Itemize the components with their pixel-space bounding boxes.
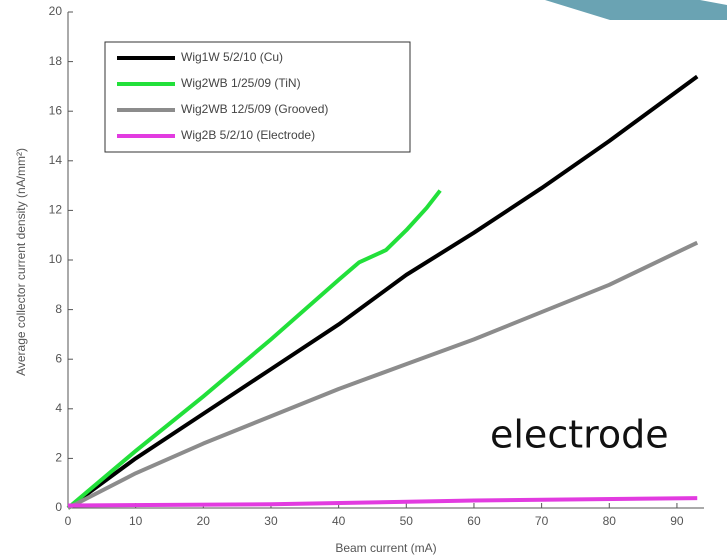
legend-label: Wig2WB 12/5/09 (Grooved)	[181, 102, 328, 116]
x-tick-label: 30	[264, 514, 278, 528]
x-tick-label: 20	[197, 514, 211, 528]
y-tick-label: 12	[49, 203, 63, 217]
y-tick-label: 4	[55, 401, 62, 415]
series-line	[68, 498, 697, 505]
y-tick-label: 10	[49, 252, 63, 266]
series-line	[68, 191, 440, 508]
y-tick-label: 8	[55, 302, 62, 316]
series-line	[68, 243, 697, 508]
page: {"chart_data": {"type": "line", "xlabel"…	[0, 0, 727, 558]
y-tick-label: 18	[49, 54, 63, 68]
x-tick-label: 0	[65, 514, 72, 528]
decorative-image	[545, 0, 727, 20]
y-tick-label: 20	[49, 4, 63, 18]
y-axis-label: Average collector current density (nA/mm…	[14, 148, 28, 376]
y-tick-label: 14	[49, 153, 63, 167]
x-tick-label: 60	[467, 514, 481, 528]
chart: electrode Beam current (mA) Average coll…	[0, 0, 727, 558]
y-tick-label: 16	[49, 103, 63, 117]
legend-label: Wig2WB 1/25/09 (TiN)	[181, 76, 301, 90]
legend-label: Wig2B 5/2/10 (Electrode)	[181, 128, 315, 142]
y-tick-label: 0	[55, 500, 62, 514]
y-tick-label: 6	[55, 351, 62, 365]
x-tick-label: 50	[400, 514, 414, 528]
x-tick-label: 90	[670, 514, 684, 528]
y-tick-label: 2	[55, 451, 62, 465]
x-tick-label: 10	[129, 514, 143, 528]
x-tick-label: 70	[535, 514, 549, 528]
legend-label: Wig1W 5/2/10 (Cu)	[181, 50, 283, 64]
x-tick-label: 40	[332, 514, 346, 528]
annotation: electrode	[490, 413, 669, 457]
x-tick-label: 80	[603, 514, 617, 528]
x-axis-label: Beam current (mA)	[335, 541, 436, 555]
